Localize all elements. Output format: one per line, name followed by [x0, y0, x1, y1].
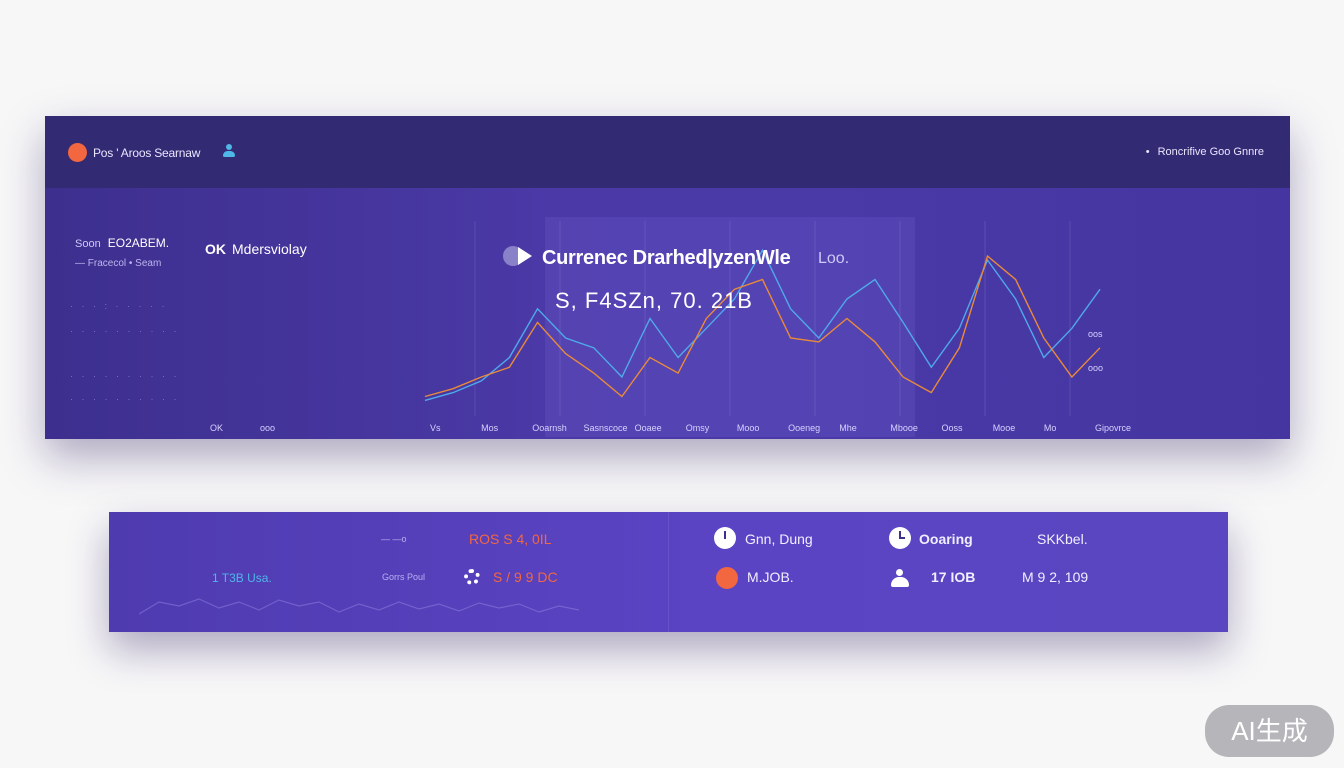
y-tick-label: oos — [1088, 329, 1103, 339]
top-bar-menu-label: Roncrifive Goo Gnnre — [1157, 146, 1264, 158]
x-axis-label: Mhe — [839, 423, 857, 433]
faint-row: · · · · · · · · · · — [70, 326, 180, 336]
dashboard-panel: Pos ' Aroos Searnaw • Roncrifive Goo Gnnr… — [45, 116, 1290, 439]
ok-prefix: OK — [205, 241, 226, 257]
play-icon[interactable] — [518, 247, 532, 265]
status-dot-icon — [716, 567, 738, 589]
chart-loc: Loo. — [818, 250, 850, 267]
faint-row: · · · · · · · · · · — [70, 371, 180, 381]
chart-svg — [424, 221, 1101, 416]
stat-label: SKKbel. — [1037, 531, 1088, 547]
chart-title: Currenec Drarhed|yzenWle — [542, 247, 791, 269]
stat-value: M 9 2, 109 — [1022, 569, 1089, 585]
chart-current-value: S, F4SZn, 70. 21B — [555, 288, 753, 313]
user-icon[interactable] — [223, 144, 235, 158]
x-axis-label: Mooe — [992, 423, 1016, 433]
faint-row: · · · · · · · · · · — [70, 394, 180, 404]
clock-icon — [714, 527, 736, 549]
x-axis-label: Gipovrce — [1095, 423, 1132, 433]
x-axis-label: Mbooe — [890, 423, 918, 433]
x-axis-label: Vs — [430, 423, 441, 433]
divider — [668, 512, 669, 632]
x-axis-label: Ooss — [941, 423, 963, 433]
y-tick-label: ooo — [1088, 363, 1104, 373]
chart-highlight — [545, 217, 915, 437]
stat-value: 17 IOB — [931, 569, 976, 585]
x-axis-label: Mos — [481, 423, 499, 433]
x-axis-label: Ooaee — [634, 423, 662, 433]
person-icon — [891, 569, 909, 587]
overview-label: Mdersviolay — [232, 241, 307, 257]
logo-icon[interactable] — [68, 143, 87, 162]
x-axis-label: Ooeneg — [788, 423, 821, 433]
sparkline — [139, 598, 579, 615]
left-tick: ooo — [260, 423, 276, 433]
meta-subline: — Fracecol • Seam — [75, 258, 162, 269]
top-bar-menu[interactable]: • Roncrifive Goo Gnnre — [1146, 146, 1264, 158]
x-axis-label: Mo — [1043, 423, 1057, 433]
meta-line: Soon EO2ABEM. — [75, 236, 169, 250]
menu-bullet: • — [1145, 146, 1150, 158]
stat-label: Gorrs Poul — [382, 572, 426, 582]
clock-icon — [889, 527, 911, 549]
series-line — [424, 248, 1101, 402]
stat-label: Ooaring — [919, 531, 973, 547]
gear-icon[interactable] — [464, 569, 480, 585]
meta-value: EO2ABEM. — [107, 236, 170, 250]
meta-label: Soon — [75, 238, 101, 250]
stat-value: ROS S 4, 0IL — [469, 531, 552, 547]
top-bar: Pos ' Aroos Searnaw • Roncrifive Goo Gnnr… — [45, 116, 1290, 188]
stat-value: M.JOB. — [747, 569, 794, 585]
x-axis-label: Sasnscoce — [583, 423, 628, 433]
x-axis-label: Ooarnsh — [532, 423, 567, 433]
stats-panel: — —o ROS S 4, 0IL 1 T3B Usa. Gorrs Poul … — [109, 512, 1228, 632]
x-axis-label: Mooo — [736, 423, 760, 433]
stat-small: 1 T3B Usa. — [212, 571, 272, 585]
faint-row: · · · : · · · · · — [70, 301, 168, 311]
line-chart — [420, 211, 1135, 437]
series-line — [424, 254, 1101, 398]
x-axis-label: Omsy — [685, 423, 710, 433]
app-title: Pos ' Aroos Searnaw — [93, 146, 201, 160]
stat-value: S / 9 9 DC — [493, 569, 558, 585]
overview-heading[interactable]: OK Mdersviolay — [205, 241, 307, 257]
left-tick: OK — [210, 423, 224, 433]
stat-label: — —o — [381, 534, 407, 544]
stat-label: Gnn, Dung — [745, 531, 813, 547]
ai-generated-badge: AI生成 — [1205, 705, 1334, 757]
